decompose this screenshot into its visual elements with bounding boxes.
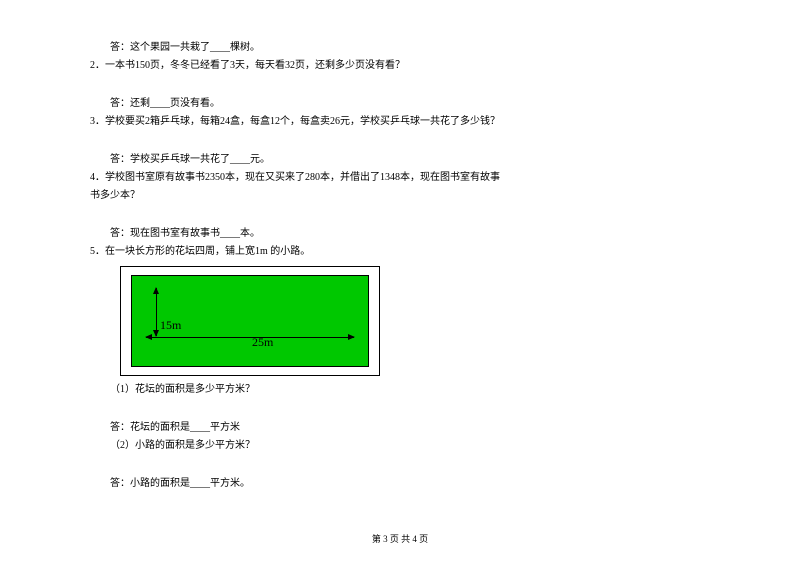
flowerbed-diagram: 15m 25m bbox=[120, 266, 380, 376]
q2-answer: 答：还剩____页没有看。 bbox=[90, 96, 710, 112]
inner-rectangle: 15m 25m bbox=[131, 275, 369, 367]
q1-answer: 答：这个果园一共栽了____棵树。 bbox=[90, 40, 710, 56]
q4-answer: 答：现在图书室有故事书____本。 bbox=[90, 226, 710, 242]
q5-ans1: 答：花坛的面积是____平方米 bbox=[90, 420, 710, 436]
q5-sub2: （2）小路的面积是多少平方米？ bbox=[90, 438, 710, 454]
q5-stem: 5．在一块长方形的花坛四周，铺上宽1m 的小路。 bbox=[90, 244, 710, 260]
spacer bbox=[90, 400, 710, 420]
width-arrow bbox=[146, 337, 354, 338]
spacer bbox=[90, 132, 710, 152]
q3-stem: 3．学校要买2箱乒乓球，每箱24盒，每盒12个，每盒卖26元，学校买乒乓球一共花… bbox=[90, 114, 710, 130]
spacer bbox=[90, 456, 710, 476]
width-label: 25m bbox=[252, 333, 273, 352]
q2-stem: 2．一本书150页，冬冬已经看了3天，每天看32页，还剩多少页没有看？ bbox=[90, 58, 710, 74]
height-arrow bbox=[156, 288, 157, 336]
q4-stem-b: 书多少本？ bbox=[90, 188, 710, 204]
height-label: 15m bbox=[160, 316, 181, 335]
document-page: 答：这个果园一共栽了____棵树。 2．一本书150页，冬冬已经看了3天，每天看… bbox=[0, 0, 800, 514]
q5-sub1: （1）花坛的面积是多少平方米？ bbox=[90, 382, 710, 398]
page-footer: 第 3 页 共 4 页 bbox=[0, 532, 800, 545]
q4-stem-a: 4．学校图书室原有故事书2350本，现在又买来了280本，并借出了1348本，现… bbox=[90, 170, 710, 186]
spacer bbox=[90, 206, 710, 226]
spacer bbox=[90, 76, 710, 96]
q5-ans2: 答：小路的面积是____平方米。 bbox=[90, 476, 710, 492]
q3-answer: 答：学校买乒乓球一共花了____元。 bbox=[90, 152, 710, 168]
